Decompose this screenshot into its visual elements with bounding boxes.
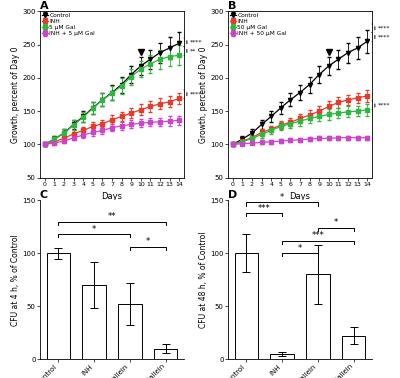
- Text: *: *: [280, 193, 284, 202]
- Text: ****: ****: [378, 34, 390, 39]
- Text: ***: ***: [258, 203, 270, 212]
- Text: D: D: [228, 189, 237, 200]
- Bar: [82, 285, 106, 359]
- Bar: [234, 253, 258, 359]
- Bar: [154, 349, 178, 359]
- Text: ***: ***: [312, 231, 324, 240]
- Y-axis label: Growth, percent of Day 0: Growth, percent of Day 0: [10, 46, 20, 143]
- Bar: [270, 354, 294, 359]
- Text: *: *: [334, 218, 338, 227]
- Text: *: *: [146, 237, 150, 246]
- Text: *: *: [92, 225, 96, 234]
- Y-axis label: Growth, percent of Day 0: Growth, percent of Day 0: [198, 46, 208, 143]
- Bar: [306, 274, 330, 359]
- Text: **: **: [108, 212, 116, 221]
- X-axis label: Days: Days: [102, 192, 122, 201]
- Bar: [342, 336, 366, 359]
- Y-axis label: CFU at 48 h, % of Control: CFU at 48 h, % of Control: [198, 231, 208, 328]
- Legend: Control, INH, 50 μM Gal, INH + 50 μM Gal: Control, INH, 50 μM Gal, INH + 50 μM Gal: [229, 12, 288, 37]
- Text: B: B: [228, 0, 236, 11]
- X-axis label: Days: Days: [290, 192, 310, 201]
- Text: ****: ****: [190, 40, 202, 45]
- Text: *: *: [298, 244, 302, 253]
- Text: A: A: [40, 0, 49, 11]
- Text: ****: ****: [378, 103, 390, 108]
- Bar: [46, 253, 70, 359]
- Text: C: C: [40, 189, 48, 200]
- Bar: [118, 304, 142, 359]
- Text: ****: ****: [190, 92, 202, 97]
- Text: **: **: [190, 48, 196, 53]
- Y-axis label: CFU at 4 h, % of Control: CFU at 4 h, % of Control: [10, 234, 20, 325]
- Text: ****: ****: [378, 26, 390, 31]
- Legend: Control, INH, 5 μM Gal, INH + 5 μM Gal: Control, INH, 5 μM Gal, INH + 5 μM Gal: [41, 12, 96, 37]
